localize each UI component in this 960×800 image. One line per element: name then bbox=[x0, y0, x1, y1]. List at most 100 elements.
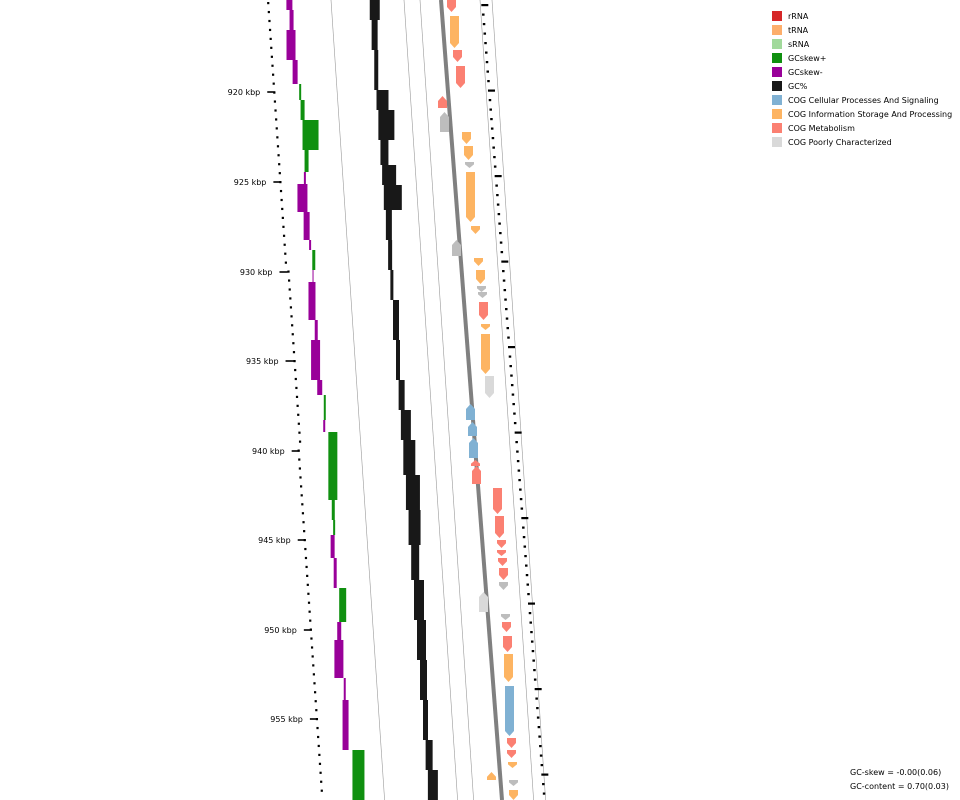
outer-tick-mark bbox=[487, 89, 495, 92]
outer-tick-mark bbox=[490, 127, 494, 130]
gc-skew-track bbox=[286, 0, 365, 800]
inner-tick-dot bbox=[320, 780, 323, 783]
inner-tick-dot bbox=[310, 637, 313, 640]
feature-arrow bbox=[503, 636, 512, 652]
gc-content-bar bbox=[371, 20, 378, 50]
legend-swatch bbox=[772, 137, 782, 147]
gc-content-track bbox=[369, 0, 438, 800]
legend-swatch bbox=[772, 39, 782, 49]
tick-label-930: 930 kbp bbox=[240, 268, 273, 277]
outer-tick-mark bbox=[531, 650, 535, 653]
gc-skew-negative-bar bbox=[342, 700, 349, 750]
gc-skew-negative-bar bbox=[297, 184, 308, 212]
gc-skew-negative-bar bbox=[303, 172, 306, 184]
outer-tick-mark bbox=[514, 431, 522, 434]
gc-content-bar bbox=[414, 580, 424, 620]
outer-tick-mark bbox=[525, 564, 528, 567]
outer-tick-mark bbox=[517, 469, 521, 472]
gc-skew-negative-bar bbox=[337, 622, 342, 640]
outer-tick-mark bbox=[529, 621, 532, 624]
outer-tick-mark bbox=[482, 23, 486, 26]
feature-arrow bbox=[493, 488, 502, 514]
inner-tick-dot bbox=[320, 789, 323, 792]
legend-item-cog-poorly: COG Poorly Characterized bbox=[772, 135, 957, 149]
gc-skew-positive-bar bbox=[339, 588, 347, 622]
outer-tick-mark bbox=[527, 602, 535, 605]
outer-tick-mark bbox=[494, 175, 502, 178]
legend-item-gc-content: GC% bbox=[772, 79, 957, 93]
outer-tick-mark bbox=[510, 384, 514, 387]
gc-skew-negative-bar bbox=[309, 240, 312, 250]
outer-tick-mark bbox=[486, 70, 489, 73]
gc-skew-positive-bar bbox=[352, 750, 365, 800]
gc-skew-negative-bar bbox=[289, 10, 294, 30]
outer-tick-mark bbox=[513, 422, 517, 425]
outer-tick-mark bbox=[539, 745, 542, 748]
inner-tick-dot bbox=[275, 118, 278, 121]
feature-arrow bbox=[472, 466, 481, 484]
outer-tick-mark bbox=[519, 488, 522, 491]
inner-tick-dot bbox=[269, 37, 272, 40]
inner-tick-dot bbox=[288, 288, 291, 291]
inner-tick-dot bbox=[300, 494, 303, 497]
inner-tick-dot bbox=[295, 386, 298, 390]
inner-tick-dot bbox=[279, 189, 283, 193]
inner-tick-dot bbox=[291, 333, 294, 336]
feature-arrow bbox=[478, 292, 487, 298]
inner-tick-dot bbox=[317, 744, 320, 748]
legend-swatch bbox=[772, 67, 782, 77]
outer-tick-mark bbox=[498, 222, 501, 225]
feature-arrow bbox=[453, 50, 462, 62]
feature-arrow bbox=[497, 550, 506, 556]
legend-label: COG Information Storage And Processing bbox=[788, 109, 953, 119]
feature-arrow bbox=[476, 270, 485, 284]
outer-tick-mark bbox=[497, 213, 501, 216]
guide-line bbox=[403, 0, 458, 800]
legend-swatch bbox=[772, 25, 782, 35]
tick-label-925: 925 kbp bbox=[234, 178, 267, 187]
gc-skew-positive-bar bbox=[304, 150, 309, 172]
gc-skew-negative-bar bbox=[334, 640, 344, 678]
outer-tick-mark bbox=[513, 412, 516, 415]
feature-arrow bbox=[438, 96, 447, 108]
inner-tick-dot bbox=[304, 547, 307, 551]
gc-content-bar bbox=[380, 140, 389, 165]
inner-tick-dot bbox=[276, 145, 280, 148]
feature-arrow bbox=[474, 258, 483, 266]
gc-skew-negative-bar bbox=[303, 212, 310, 240]
inner-tick-dot bbox=[273, 100, 277, 103]
inner-tick-dot bbox=[282, 234, 286, 237]
outer-tick-mark bbox=[508, 355, 512, 358]
inner-tick-dot bbox=[278, 172, 281, 175]
guide-line bbox=[491, 0, 546, 800]
gc-skew-negative-bar bbox=[311, 340, 321, 380]
gc-skew-positive-bar bbox=[302, 120, 319, 150]
outer-tick-mark bbox=[492, 146, 495, 149]
legend-swatch bbox=[772, 11, 782, 21]
outer-tick-mark bbox=[536, 716, 540, 719]
feature-arrow bbox=[479, 592, 488, 612]
inner-tick-dot bbox=[291, 324, 294, 327]
legend-swatch bbox=[772, 81, 782, 91]
outer-tick-mark bbox=[542, 783, 545, 786]
inner-tick-dot bbox=[277, 154, 280, 157]
gc-skew-negative-bar bbox=[308, 282, 316, 320]
feature-arrow bbox=[462, 132, 471, 144]
outer-tick-mark bbox=[539, 754, 543, 757]
legend-label: tRNA bbox=[788, 25, 809, 35]
legend-item-cog-information: COG Information Storage And Processing bbox=[772, 107, 957, 121]
inner-tick-dot bbox=[306, 583, 309, 586]
gc-content-bar bbox=[403, 440, 416, 475]
gc-skew-positive-bar bbox=[333, 520, 336, 535]
outer-tick-mark bbox=[505, 317, 509, 320]
legend-swatch bbox=[772, 53, 782, 63]
inner-tick-dot bbox=[282, 225, 285, 228]
outer-tick-mark bbox=[485, 51, 488, 54]
inner-tick-dot bbox=[315, 709, 318, 712]
inner-tick-dot bbox=[306, 574, 309, 577]
outer-tick-mark bbox=[504, 298, 507, 301]
gc-content-bar bbox=[398, 380, 405, 410]
feature-arrow bbox=[499, 582, 508, 590]
feature-track bbox=[438, 0, 518, 800]
